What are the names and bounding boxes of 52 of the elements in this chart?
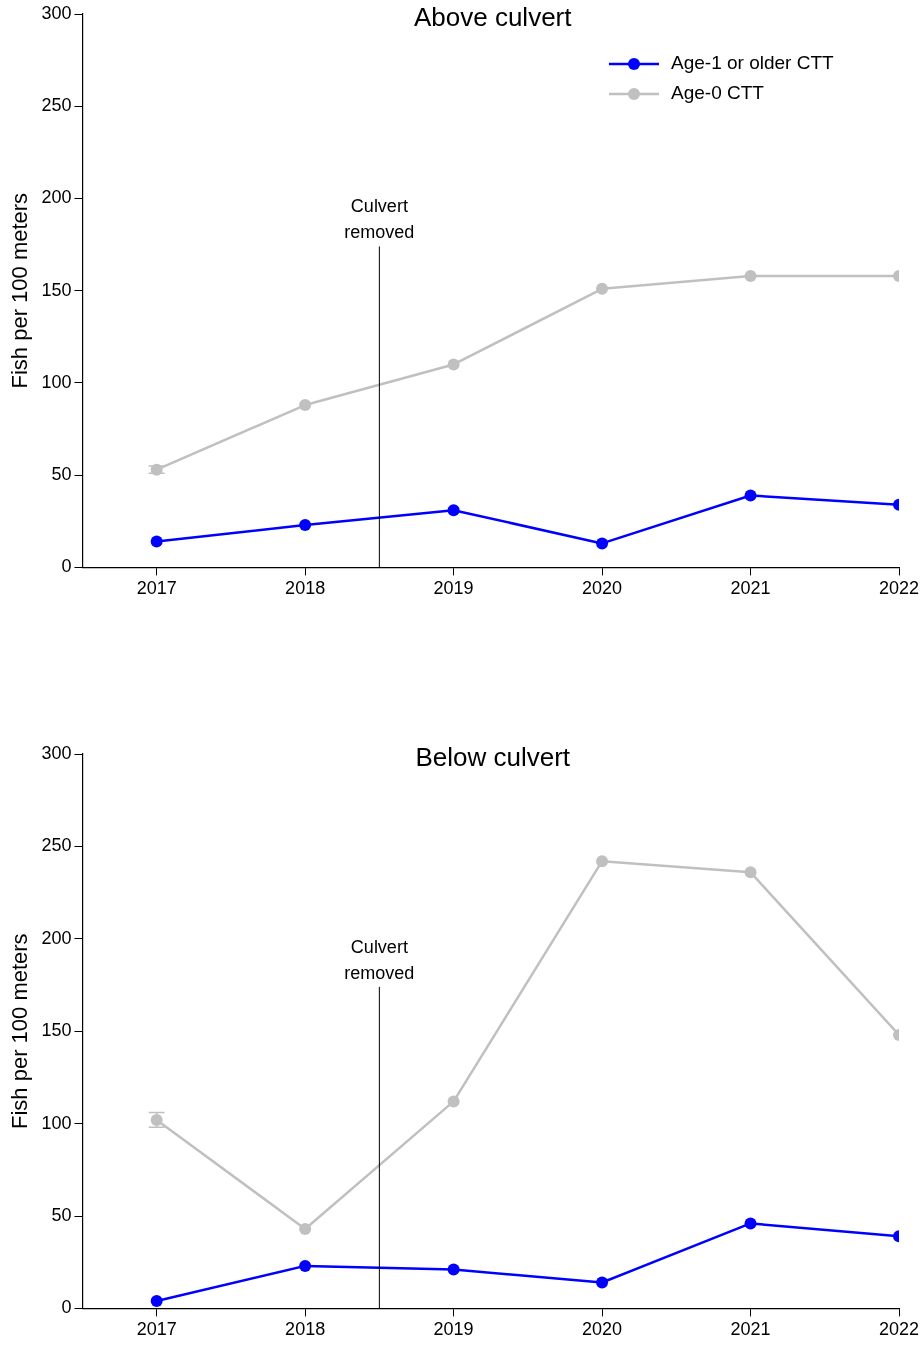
chart-title: Above culvert [413, 2, 573, 33]
point [299, 399, 312, 412]
x-tick-label: 2020 [582, 578, 623, 599]
y-tick-label: 300 [41, 2, 72, 23]
point [744, 269, 757, 282]
point [150, 535, 163, 548]
y-tick-label: 150 [41, 279, 72, 300]
y-tick-label: 250 [41, 95, 72, 116]
chart-title: Below culvert [415, 742, 571, 773]
x-tick-label: 2019 [433, 578, 474, 599]
point [596, 855, 609, 868]
x-tick-label: 2020 [582, 1319, 623, 1340]
point [744, 1217, 757, 1230]
x-tick-label: 2022 [878, 1319, 920, 1340]
point [150, 1295, 163, 1308]
x-tick-label: 2019 [433, 1319, 474, 1340]
x-tick-label: 2018 [285, 1319, 326, 1340]
point [447, 358, 460, 371]
ref-line-label: Culvert removed [344, 936, 415, 983]
y-axis-title: Fish per 100 meters [7, 933, 33, 1130]
point [744, 489, 757, 502]
y-tick-label: 50 [51, 464, 72, 485]
ref-line-label: Culvert removed [344, 196, 415, 243]
legend-label: Age-0 CTT [671, 82, 765, 104]
point [447, 1095, 460, 1108]
point [596, 1276, 609, 1289]
point [299, 1259, 312, 1272]
point [447, 504, 460, 517]
x-tick-label: 2021 [730, 1319, 771, 1340]
y-axis-title: Fish per 100 meters [7, 192, 33, 389]
point [447, 1263, 460, 1276]
y-tick-label: 0 [61, 1297, 72, 1318]
x-tick-label: 2017 [136, 1319, 177, 1340]
y-tick-label: 100 [41, 371, 72, 392]
x-tick-label: 2021 [730, 578, 771, 599]
y-tick-label: 150 [41, 1020, 72, 1041]
point [596, 537, 609, 550]
y-tick-label: 200 [41, 927, 72, 948]
y-tick-label: 0 [61, 556, 72, 577]
y-tick-label: 50 [51, 1204, 72, 1225]
x-tick-label: 2022 [878, 578, 920, 599]
point [744, 866, 757, 879]
y-tick-label: 250 [41, 835, 72, 856]
y-tick-label: 100 [41, 1112, 72, 1133]
y-tick-label: 300 [41, 742, 72, 763]
point [299, 1222, 312, 1235]
x-tick-label: 2018 [285, 578, 326, 599]
y-tick-label: 200 [41, 187, 72, 208]
point [299, 518, 312, 531]
point [596, 282, 609, 295]
x-tick-label: 2017 [136, 578, 177, 599]
legend-label: Age-1 or older CTT [671, 52, 835, 74]
